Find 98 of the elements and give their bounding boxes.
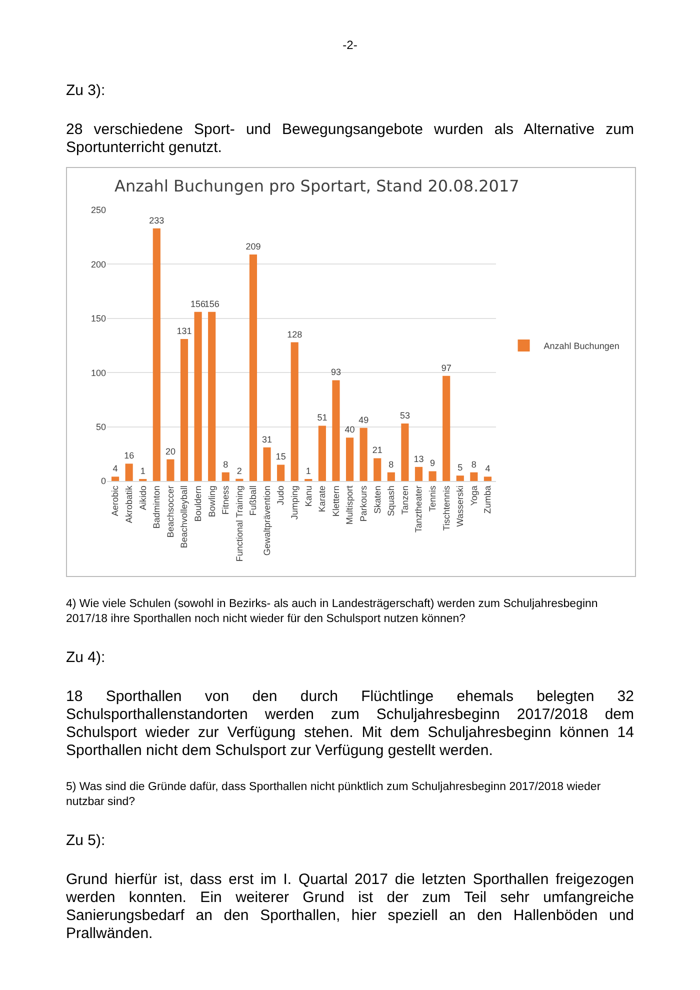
x-tick-label: Judo — [276, 486, 286, 506]
x-tick-label: Aerobic — [110, 485, 120, 516]
x-tick-label: Badminton — [152, 486, 162, 529]
bar — [263, 447, 271, 481]
x-tick-label: Karate — [317, 486, 328, 512]
data-label: 1 — [140, 466, 146, 476]
bar — [222, 472, 230, 481]
data-label: 20 — [165, 446, 176, 456]
data-label: 53 — [400, 410, 410, 421]
text: 5) Was sind die Gründe dafür, dass Sporthallen nicht pünktlich zum Schuljahresbeginn 2017/2018 wieder nutzbar sind? — [66, 780, 602, 810]
data-label: 8 — [223, 459, 228, 470]
x-tick-label: Tennis — [427, 485, 438, 512]
data-label: 8 — [388, 459, 394, 470]
bar — [249, 254, 258, 481]
bar — [374, 458, 382, 481]
bar — [387, 472, 395, 481]
bar — [111, 476, 120, 481]
text: Grund hierfür ist, dass erst im I. Quartal 2017 die letzten Sporthallen freigezogen werden konnten. Ein weiterer Grund ist der zum Teil sehr umfangreiche Sanierungsbedarf an den Sporthallen, hier speziell an den Hallenböden und Prallwänden. — [66, 871, 634, 943]
x-tick-label: Jumping — [290, 486, 300, 520]
text: -2- — [342, 37, 358, 52]
x-tick-label: Gewaltprävention — [262, 486, 272, 556]
y-tick-label: 50 — [96, 422, 106, 432]
data-label: 5 — [458, 462, 463, 473]
x-tick-label: Wasserski — [455, 486, 466, 527]
y-tick-label: 200 — [90, 259, 106, 270]
x-tick-label: Multisport — [344, 485, 355, 525]
x-tick-label: Klettern — [330, 486, 341, 517]
x-tick-label: Tischtennis — [441, 485, 452, 531]
data-label: 131 — [176, 326, 192, 336]
x-tick-label: Bouldern — [192, 486, 203, 522]
bar — [290, 342, 298, 481]
data-label: 2 — [236, 466, 242, 476]
data-label: 13 — [414, 454, 424, 464]
bar — [152, 228, 160, 481]
x-tick-label: Zumba — [482, 486, 493, 514]
bar — [180, 339, 188, 481]
data-label: 8 — [471, 459, 476, 470]
x-tick-label: Beachvolleyball — [179, 486, 190, 548]
chart-title: Anzahl Buchungen pro Sportart, Stand 20.08.2017 — [114, 176, 520, 196]
data-label: 4 — [485, 464, 490, 474]
x-tick-label: Tanzen — [400, 486, 410, 515]
data-label: 209 — [246, 241, 261, 252]
bar — [414, 466, 423, 481]
bar — [484, 476, 492, 481]
data-label: 40 — [344, 424, 355, 435]
x-tick-label: Bowling — [206, 486, 217, 518]
x-tick-label: Squash — [386, 486, 396, 516]
data-label: 9 — [430, 458, 436, 468]
data-label: 31 — [262, 434, 272, 444]
data-label: 233 — [149, 215, 164, 226]
x-tick-label: Parkours — [358, 485, 368, 522]
y-tick-label: 0 — [100, 476, 106, 486]
data-label: 97 — [441, 362, 452, 373]
x-tick-label: Kanu — [303, 486, 314, 507]
x-tick-label: Fitness — [220, 485, 231, 515]
bar — [277, 464, 285, 481]
text: Zu 4): — [66, 649, 106, 666]
data-label: 156 — [204, 298, 220, 309]
x-tick-label: Beachsoccer — [165, 486, 176, 538]
x-tick-label: Skaten — [372, 486, 382, 514]
x-tick-label: Functional Training — [234, 486, 244, 562]
data-label: 93 — [330, 367, 341, 378]
bar — [470, 472, 478, 481]
bar — [208, 312, 216, 481]
bar — [332, 380, 340, 481]
bar — [456, 476, 464, 481]
data-label: 49 — [358, 414, 369, 425]
data-label: 15 — [276, 452, 286, 462]
data-label: 128 — [287, 329, 302, 340]
data-label: 21 — [372, 445, 382, 456]
x-tick-label: Akrobatik — [124, 485, 134, 524]
bar — [166, 459, 174, 481]
bar — [360, 428, 368, 481]
data-label: 156 — [190, 298, 206, 309]
text: 18 Sporthallen von den durch Flüchtlinge ehemals belegten 32 Schulsporthallenstandorten werden zum Schuljahresbeginn 2017/2018 dem Schulsport wieder zur Verfügung stehen. Mit dem Schuljahresbeginn können 14 Sporthallen nicht dem Schulsport zur Verfügung gestellt werden. — [66, 688, 634, 760]
x-tick-label: Tanztheater — [414, 486, 424, 533]
y-tick-label: 100 — [90, 368, 106, 378]
text: Zu 5): — [66, 832, 106, 849]
x-tick-label: Yoga — [468, 486, 479, 506]
y-tick-label: 250 — [90, 205, 106, 216]
y-tick-label: 150 — [90, 314, 106, 324]
legend-label: Anzahl Buchungen — [544, 341, 620, 352]
bar — [318, 426, 326, 481]
data-label: 51 — [317, 412, 328, 423]
data-label: 4 — [112, 464, 118, 474]
bar — [401, 424, 409, 481]
bar — [428, 471, 436, 481]
data-label: 16 — [124, 450, 134, 461]
data-label: 1 — [306, 466, 311, 476]
bar — [346, 438, 354, 481]
x-tick-label: Fußball — [248, 486, 258, 516]
bar — [442, 376, 450, 481]
text: 4) Wie viele Schulen (sowohl in Bezirks- als auch in Landesträgerschaft) werden zum Schuljahresbeginn 2017/18 ihre Sporthallen noch nicht wieder für den Schulsport nutzen können? — [66, 597, 599, 627]
text: Zu 3): — [66, 82, 106, 99]
x-tick-label: Aikido — [138, 486, 148, 510]
text: 28 verschiedene Sport- und Bewegungsangebote wurden als Alternative zum Sportunterricht genutzt. — [66, 121, 634, 157]
bar — [194, 312, 202, 481]
bar — [125, 464, 133, 481]
